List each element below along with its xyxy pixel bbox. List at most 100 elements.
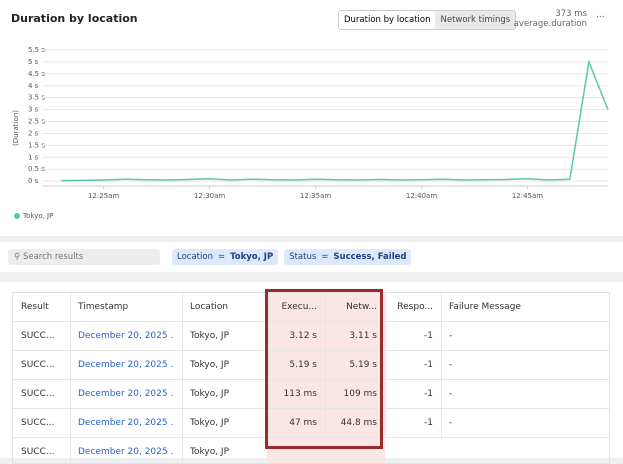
chart-card: Duration by location Duration by locatio…: [0, 0, 623, 236]
tab[interactable]: Network timings: [440, 15, 511, 25]
chip-value: Tokyo, JP: [230, 252, 274, 262]
col-border: [182, 409, 183, 438]
table-cell: SUCC...: [21, 331, 55, 341]
x-tick-label: 12:40am: [406, 192, 437, 200]
column-header[interactable]: Result: [21, 302, 49, 312]
table-cell: Tokyo, JP: [190, 447, 230, 457]
row-border: [13, 437, 609, 438]
col-border: [325, 380, 326, 409]
legend-swatch: [14, 213, 20, 219]
row-border: [13, 379, 609, 380]
table-cell: December 20, 2025 ...: [78, 389, 174, 399]
col-border: [441, 351, 442, 380]
chip-list: Location = Tokyo, JP Status = Success, Failed: [172, 249, 412, 265]
chart: (Duration) 0 s 0.5 s 1 s 1.5 s 2 s 2.5 s 3 s 3.5…: [12, 46, 609, 220]
col-border: [182, 322, 183, 351]
col-border: [267, 322, 268, 351]
col-border: [385, 409, 386, 438]
y-tick-label: 3.5 s: [28, 94, 45, 102]
filter-bar: ⚲ Search results Location = Tokyo, JP Statu…: [0, 242, 623, 272]
table-cell: Tokyo, JP: [190, 418, 230, 428]
legend-label: Tokyo, JP: [22, 212, 53, 220]
col-border: [325, 293, 326, 322]
filter-chip[interactable]: Location = Tokyo, JP: [172, 249, 279, 265]
col-border: [441, 293, 442, 322]
column-header[interactable]: Failure Message: [449, 302, 521, 312]
table-cell: December 20, 2025 ...: [78, 360, 174, 370]
filter-chip[interactable]: Status = Success, Failed: [284, 249, 412, 265]
col-border: [70, 409, 71, 438]
table-cell: December 20, 2025 ...: [78, 447, 174, 457]
col-border: [182, 293, 183, 322]
y-tick-label: 1 s: [28, 153, 39, 161]
table-cell: 5.19 s: [349, 360, 377, 370]
table-cell: 44.8 ms: [340, 418, 377, 428]
table-cell: 47 ms: [289, 418, 317, 428]
search-icon: ⚲: [14, 252, 21, 262]
col-border: [441, 380, 442, 409]
row-border: [13, 321, 609, 322]
tab[interactable]: Duration by location: [339, 11, 436, 29]
table-cell: 3.12 s: [289, 331, 317, 341]
x-tick-label: 12:45am: [512, 192, 543, 200]
x-tick-label: 12:30am: [194, 192, 225, 200]
table-cell: 5.19 s: [289, 360, 317, 370]
table-cell: -: [449, 331, 453, 341]
menu-button[interactable]: ...: [596, 10, 605, 20]
chip-op: =: [321, 252, 329, 262]
table-cell: 3.11 s: [349, 331, 377, 341]
col-border: [441, 409, 442, 438]
row-border: [13, 350, 609, 351]
panel-title: Duration by location: [11, 12, 138, 25]
summary: 373 ms average.duration: [514, 9, 587, 29]
col-border: [182, 380, 183, 409]
y-tick-label: 1.5 s: [28, 141, 45, 149]
column-header[interactable]: Timestamp: [78, 302, 129, 312]
table-cell: Tokyo, JP: [190, 360, 230, 370]
y-tick-label: 3 s: [28, 106, 39, 114]
table-cell: -1: [424, 418, 433, 428]
col-border: [385, 322, 386, 351]
column-header[interactable]: Netw...: [346, 302, 377, 312]
chip-op: =: [217, 252, 226, 262]
table-card: Result Timestamp Location Execu... Netw... Re…: [0, 282, 623, 464]
table-cell: -1: [424, 360, 433, 370]
table-cell: -1: [424, 389, 433, 399]
table-cell: -1: [424, 331, 433, 341]
table-cell: -: [449, 389, 453, 399]
summary-label: average.duration: [513, 19, 587, 29]
col-border: [70, 322, 71, 351]
y-tick-label: 2.5 s: [28, 118, 45, 126]
column-header[interactable]: Location: [190, 302, 229, 312]
col-border: [267, 351, 268, 380]
col-border: [385, 380, 386, 409]
table: Result Timestamp Location Execu... Netw... Re…: [12, 292, 610, 464]
table-cell: SUCC...: [21, 389, 55, 399]
y-tick-label: 5 s: [28, 58, 39, 66]
chip-field: Location: [177, 252, 213, 262]
column-header[interactable]: Respo...: [397, 302, 433, 312]
table-cell: 109 ms: [343, 389, 378, 399]
col-border: [182, 351, 183, 380]
col-border: [325, 351, 326, 380]
search-box[interactable]: ⚲ Search results: [8, 249, 160, 265]
table-cell: -: [449, 360, 453, 370]
summary-value: 373 ms: [555, 9, 587, 19]
table-cell: -: [449, 418, 453, 428]
column-header[interactable]: Execu...: [281, 302, 317, 312]
col-border: [70, 351, 71, 380]
chip-value: Success, Failed: [333, 252, 407, 262]
col-border: [182, 438, 183, 463]
chip-field: Status: [289, 252, 317, 262]
y-tick-label: 4 s: [28, 82, 39, 90]
data-line: [61, 59, 609, 182]
table-cell: SUCC...: [21, 447, 55, 457]
row-border: [13, 408, 609, 409]
y-tick-label: 4.5 s: [28, 70, 45, 78]
table-cell: Tokyo, JP: [190, 389, 230, 399]
col-border: [70, 438, 71, 463]
col-border: [385, 351, 386, 380]
table-cell: Tokyo, JP: [190, 331, 230, 341]
y-tick-label: 0.5 s: [28, 165, 45, 173]
